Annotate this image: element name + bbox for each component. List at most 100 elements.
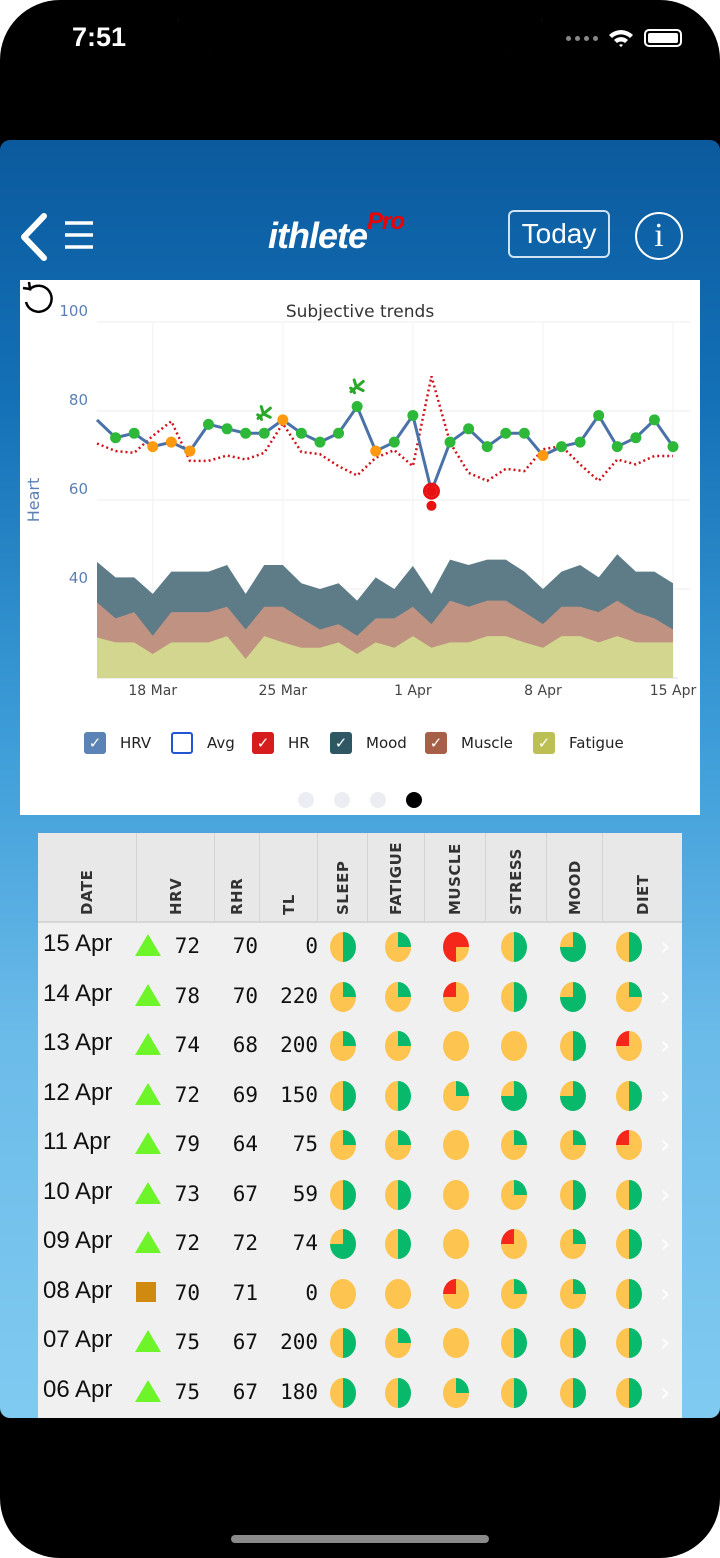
hrv-point[interactable] (444, 436, 456, 448)
hrv-point[interactable] (333, 427, 345, 439)
hrv-point[interactable] (184, 445, 196, 457)
hrv-point[interactable] (147, 441, 159, 453)
hrv-point[interactable] (630, 432, 642, 444)
today-button[interactable]: Today (508, 210, 610, 258)
triangle-up-icon (135, 934, 161, 956)
page-indicator[interactable] (298, 792, 422, 808)
hrv-point[interactable] (277, 414, 289, 426)
airplane-icon[interactable] (254, 403, 275, 424)
page-dot[interactable] (370, 792, 386, 808)
legend-item-avg[interactable]: Avg (171, 732, 235, 754)
hrv-point[interactable] (407, 409, 419, 421)
column-header-stress[interactable]: STRESS (486, 833, 547, 921)
hrv-point[interactable] (110, 432, 122, 444)
legend-item-muscle[interactable]: ✓ Muscle (425, 732, 513, 754)
chevron-right-icon[interactable]: › (660, 981, 671, 1012)
row-tl: 75 (292, 1132, 318, 1156)
checkbox-icon[interactable]: ✓ (330, 732, 352, 754)
info-button[interactable]: i (635, 212, 683, 260)
page-dot[interactable] (298, 792, 314, 808)
hrv-point[interactable] (500, 427, 512, 439)
hrv-point[interactable] (240, 427, 252, 439)
fatigue-pie-icon (385, 1130, 411, 1160)
column-header-tl[interactable]: TL (260, 833, 318, 921)
column-header-mood[interactable]: MOOD (547, 833, 603, 921)
hrv-point[interactable] (128, 427, 140, 439)
hrv-point[interactable] (463, 423, 475, 435)
legend-item-fatigue[interactable]: ✓ Fatigue (533, 732, 624, 754)
hrv-point[interactable] (388, 436, 400, 448)
table-row[interactable]: 12 Apr 72 69 150 › (38, 1071, 682, 1121)
checkbox-icon[interactable]: ✓ (84, 732, 106, 754)
table-row[interactable]: 11 Apr 79 64 75 › (38, 1120, 682, 1170)
column-header-hrv[interactable]: HRV (137, 833, 215, 921)
chevron-right-icon[interactable]: › (660, 1080, 671, 1111)
column-header-label: RHR (228, 877, 246, 915)
legend-item-hr[interactable]: ✓ HR (252, 732, 310, 754)
hrv-point[interactable] (667, 441, 679, 453)
hrv-point[interactable] (165, 436, 177, 448)
hrv-point[interactable] (295, 427, 307, 439)
column-header-fatigue[interactable]: FATIGUE (368, 833, 425, 921)
checkbox-icon[interactable]: ✓ (252, 732, 274, 754)
hamburger-menu-icon[interactable] (64, 220, 94, 250)
chevron-right-icon[interactable]: › (660, 1278, 671, 1309)
chevron-right-icon[interactable]: › (660, 1130, 671, 1160)
home-indicator[interactable] (231, 1535, 489, 1543)
column-header-rhr[interactable]: RHR (215, 833, 260, 921)
table-row[interactable]: 07 Apr 75 67 200 › (38, 1318, 682, 1368)
checkbox-icon[interactable]: ✓ (533, 732, 555, 754)
page-dot[interactable] (406, 792, 422, 808)
back-chevron-icon[interactable] (18, 212, 50, 262)
chevron-right-icon[interactable]: › (660, 1031, 671, 1061)
table-row[interactable]: 10 Apr 73 67 59 › (38, 1170, 682, 1220)
hrv-point[interactable] (221, 423, 233, 435)
checkbox-icon[interactable] (171, 732, 193, 754)
legend-label: Mood (366, 734, 407, 752)
subjective-trends-chart[interactable]: Subjective trends Heart 100 80 60 40 18 Mar 25 … (20, 280, 700, 730)
page-dot[interactable] (334, 792, 350, 808)
hrv-point[interactable] (593, 409, 605, 421)
chevron-right-icon[interactable]: › (660, 1179, 671, 1210)
hrv-point[interactable] (202, 418, 214, 430)
hrv-point[interactable] (611, 441, 623, 453)
hrv-point[interactable] (648, 414, 660, 426)
sleep-pie-icon (330, 1229, 356, 1259)
column-header-muscle[interactable]: MUSCLE (425, 833, 486, 921)
row-date: 12 Apr (43, 1078, 113, 1106)
chevron-right-icon[interactable]: › (660, 1328, 671, 1358)
hrv-point[interactable] (314, 436, 326, 448)
legend-item-mood[interactable]: ✓ Mood (330, 732, 407, 754)
hrv-point[interactable] (258, 427, 270, 439)
column-header-diet[interactable]: DIET (603, 833, 682, 921)
hrv-point[interactable] (481, 441, 493, 453)
table-row[interactable]: 06 Apr 75 67 180 › (38, 1368, 682, 1418)
hrv-point[interactable] (537, 450, 549, 461)
chart-card: Subjective trends Heart 100 80 60 40 18 Mar 25 … (20, 280, 700, 815)
airplane-icon[interactable] (347, 376, 368, 397)
hrv-point[interactable] (351, 401, 363, 413)
row-tl: 200 (280, 1033, 318, 1057)
muscle-pie-icon (443, 932, 469, 962)
legend-item-hrv[interactable]: ✓ HRV (84, 732, 151, 754)
table-row[interactable]: 15 Apr 72 70 0 › (38, 922, 682, 972)
reset-zoom-icon[interactable] (20, 280, 58, 318)
checkbox-icon[interactable]: ✓ (425, 732, 447, 754)
table-row[interactable]: 13 Apr 74 68 200 › (38, 1021, 682, 1071)
hrv-point[interactable] (518, 427, 530, 439)
chevron-right-icon[interactable]: › (660, 1377, 671, 1408)
table-row[interactable]: 14 Apr 78 70 220 › (38, 972, 682, 1022)
sick-face-icon[interactable] (422, 482, 440, 500)
row-hrv: 78 (174, 983, 200, 1008)
column-header-date[interactable]: DATE (38, 833, 137, 921)
chevron-right-icon[interactable]: › (660, 932, 671, 962)
table-row[interactable]: 09 Apr 72 72 74 › (38, 1219, 682, 1269)
hrv-point[interactable] (370, 445, 382, 457)
table-row[interactable]: 08 Apr 70 71 0 › (38, 1269, 682, 1319)
hrv-point[interactable] (556, 441, 568, 453)
hr-marker[interactable] (426, 500, 437, 511)
column-header-sleep[interactable]: SLEEP (318, 833, 368, 921)
hrv-point[interactable] (425, 485, 437, 497)
hrv-point[interactable] (574, 436, 586, 448)
chevron-right-icon[interactable]: › (660, 1229, 671, 1259)
